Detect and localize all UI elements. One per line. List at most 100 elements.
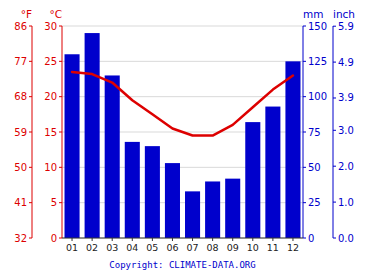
bar [265, 107, 280, 238]
tick-label: 50 [308, 162, 321, 173]
tick-label: 20 [44, 91, 57, 102]
tick-label: 3.0 [338, 125, 354, 136]
tick-label: 41 [14, 197, 27, 208]
tick-label: 10 [44, 162, 57, 173]
tick [333, 166, 336, 167]
tick-label: 3.9 [338, 92, 354, 103]
bar [105, 75, 120, 238]
tick [333, 238, 336, 239]
tick-label: 08 [207, 242, 219, 253]
bar [165, 163, 180, 238]
axis-line [333, 26, 334, 238]
tick [333, 130, 336, 131]
tick [29, 167, 32, 168]
tick [59, 26, 62, 27]
tick [232, 238, 233, 241]
tick-label: 77 [14, 56, 27, 67]
grid-line [62, 26, 303, 27]
tick-label: 30 [44, 21, 57, 32]
tick-label: 15 [44, 127, 57, 138]
tick [132, 238, 133, 241]
tick [59, 132, 62, 133]
tick [272, 238, 273, 241]
bar [185, 191, 200, 238]
tick-label: 68 [14, 91, 27, 102]
tick-label: 125 [308, 56, 327, 67]
tick-label: 0 [51, 233, 57, 244]
tick [252, 238, 253, 241]
y-axis: 051015202530°C [44, 8, 62, 244]
tick-label: 0 [308, 233, 314, 244]
tick [29, 132, 32, 133]
bar [225, 179, 240, 238]
tick [303, 132, 306, 133]
y-axis: 0.01.02.03.03.94.95.9inch [333, 8, 355, 244]
tick [303, 202, 306, 203]
tick [29, 61, 32, 62]
tick [333, 26, 336, 27]
tick [72, 238, 73, 241]
tick [59, 238, 62, 239]
bar [125, 142, 140, 238]
tick [112, 238, 113, 241]
tick-label: 01 [66, 242, 78, 253]
tick [59, 167, 62, 168]
tick-label: 100 [308, 91, 327, 102]
tick-label: 1.0 [338, 197, 354, 208]
bar [285, 61, 300, 238]
axis-line [62, 238, 303, 239]
axis-label: mm [303, 8, 323, 20]
tick-label: 03 [106, 242, 118, 253]
tick-label: 5.9 [338, 21, 354, 32]
bar [245, 122, 260, 238]
tick [212, 238, 213, 241]
tick [29, 96, 32, 97]
tick-label: 12 [287, 242, 299, 253]
tick-label: 06 [166, 242, 178, 253]
tick [303, 238, 306, 239]
line [72, 72, 293, 136]
grid-line [62, 238, 303, 239]
tick-label: 04 [126, 242, 138, 253]
tick [59, 61, 62, 62]
tick-label: 4.9 [338, 57, 354, 68]
tick-label: 11 [267, 242, 279, 253]
chart: 051015202530°C32415059687786°F0255075100… [0, 0, 365, 273]
bar [145, 146, 160, 238]
tick [333, 62, 336, 63]
tick-label: 5 [51, 197, 57, 208]
bar [65, 54, 80, 238]
tick [333, 202, 336, 203]
tick [172, 238, 173, 241]
tick-label: 10 [247, 242, 259, 253]
y-axis: 32415059687786°F [14, 8, 32, 244]
tick-label: 07 [186, 242, 198, 253]
tick [303, 61, 306, 62]
y-axis: 0255075100125150mm [303, 8, 327, 244]
tick [303, 96, 306, 97]
tick-label: 25 [44, 56, 57, 67]
tick-label: 2.0 [338, 161, 354, 172]
grid [62, 26, 303, 238]
tick [333, 97, 336, 98]
tick-label: 86 [14, 21, 27, 32]
tick [59, 96, 62, 97]
tick-label: 32 [14, 233, 27, 244]
tick-label: 25 [308, 197, 321, 208]
tick [29, 202, 32, 203]
axis-label: °F [21, 8, 32, 20]
tick-label: 09 [227, 242, 239, 253]
bar [205, 181, 220, 238]
tick [192, 238, 193, 241]
tick [292, 238, 293, 241]
tick [303, 26, 306, 27]
tick [152, 238, 153, 241]
tick [29, 26, 32, 27]
tick-label: 02 [86, 242, 98, 253]
tick [59, 202, 62, 203]
bar [85, 33, 100, 238]
plot-area [65, 33, 301, 238]
tick-label: 150 [308, 21, 327, 32]
axis-label: inch [333, 8, 355, 20]
tick-label: 50 [14, 162, 27, 173]
